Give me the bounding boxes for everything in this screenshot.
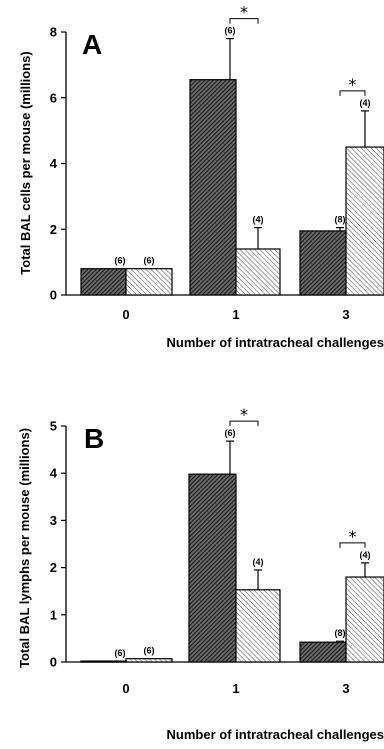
panel-b: Total BAL lymphs per mouse (millions) B … [17,405,384,742]
x-tick-label: 0 [122,307,129,322]
bar [235,248,281,296]
bar [188,473,237,663]
n-label: (6) [115,256,126,266]
n-label: (6) [225,428,236,438]
n-label: (6) [144,256,155,266]
bar [345,576,384,663]
significance-star: * [240,405,248,424]
bar [125,268,173,296]
y-tick-label: 4 [50,466,58,481]
significance-star: * [240,3,248,22]
bar [345,146,384,296]
bar [80,268,127,296]
x-tick-label: 3 [342,681,349,696]
bar [80,660,127,663]
y-tick-label: 5 [50,419,57,434]
y-tick-label: 2 [50,560,57,575]
significance-bracket [229,18,259,24]
significance-bracket [229,420,259,427]
x-axis-title: Number of intratracheal challenges [167,335,384,350]
y-axis-title: Total BAL lymphs per mouse (millions) [17,428,32,668]
n-label: (4) [253,557,264,567]
bar [189,79,237,296]
y-axis-title: Total BAL cells per mouse (millions) [18,51,33,274]
x-axis-title: Number of intratracheal challenges [167,727,384,742]
n-label: (6) [225,26,236,36]
n-label: (6) [115,648,126,658]
bar [299,230,347,296]
panel-a: Total BAL cells per mouse (millions) A 0… [18,3,384,350]
x-tick-label: 1 [232,307,239,322]
bar [125,658,173,663]
significance-star: * [349,527,357,546]
x-tick-label: 1 [232,681,239,696]
y-tick-label: 0 [50,655,57,670]
y-tick-label: 6 [50,90,57,105]
n-label: (4) [360,98,371,108]
n-label: (4) [253,215,264,225]
bar [235,589,281,663]
y-tick-label: 4 [50,156,58,171]
significance-bracket [339,90,366,96]
x-tick-label: 0 [122,681,129,696]
n-label: (8) [335,628,346,638]
x-tick-label: 3 [342,307,349,322]
significance-star: * [349,75,357,94]
n-label: (4) [360,550,371,560]
n-label: (6) [144,646,155,656]
y-tick-label: 3 [50,513,57,528]
panel-label: A [82,29,102,60]
y-tick-label: 8 [50,25,57,40]
significance-bracket [339,542,366,548]
n-label: (8) [335,215,346,225]
bar [299,641,347,663]
y-tick-label: 1 [50,607,57,622]
y-tick-label: 2 [50,222,57,237]
y-tick-label: 0 [50,288,57,303]
panel-label: B [84,423,104,454]
